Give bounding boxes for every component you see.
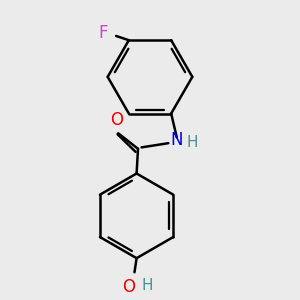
Text: O: O xyxy=(122,278,135,296)
Text: F: F xyxy=(98,24,108,42)
Text: N: N xyxy=(171,131,183,149)
Text: H: H xyxy=(141,278,153,293)
Text: H: H xyxy=(187,135,198,150)
Text: O: O xyxy=(110,111,123,129)
